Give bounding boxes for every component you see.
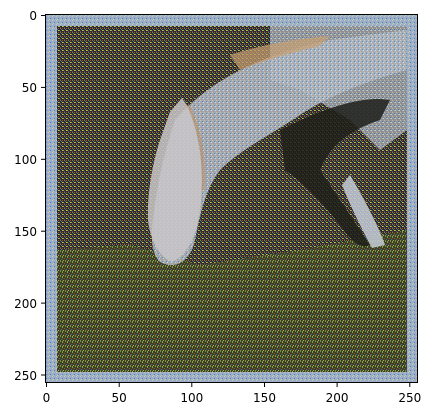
plot-frame: [45, 14, 418, 383]
x-tick-label: 250: [398, 391, 421, 405]
x-tick-label: 0: [43, 391, 51, 405]
x-tick-label: 50: [112, 391, 127, 405]
y-tick-label: 150: [14, 225, 37, 239]
y-tick-label: 250: [14, 369, 37, 383]
y-tick-label: 50: [22, 81, 37, 95]
y-tick-label: 0: [29, 9, 37, 23]
image-area: [45, 14, 417, 382]
x-tick-label: 200: [326, 391, 349, 405]
y-tick-label: 200: [14, 297, 37, 311]
y-axis: 0 50 100 150 200 250: [14, 9, 45, 383]
x-tick-label: 100: [180, 391, 203, 405]
y-tick-label: 100: [14, 153, 37, 167]
x-axis: 0 50 100 150 200 250: [43, 383, 421, 405]
x-tick-label: 150: [253, 391, 276, 405]
